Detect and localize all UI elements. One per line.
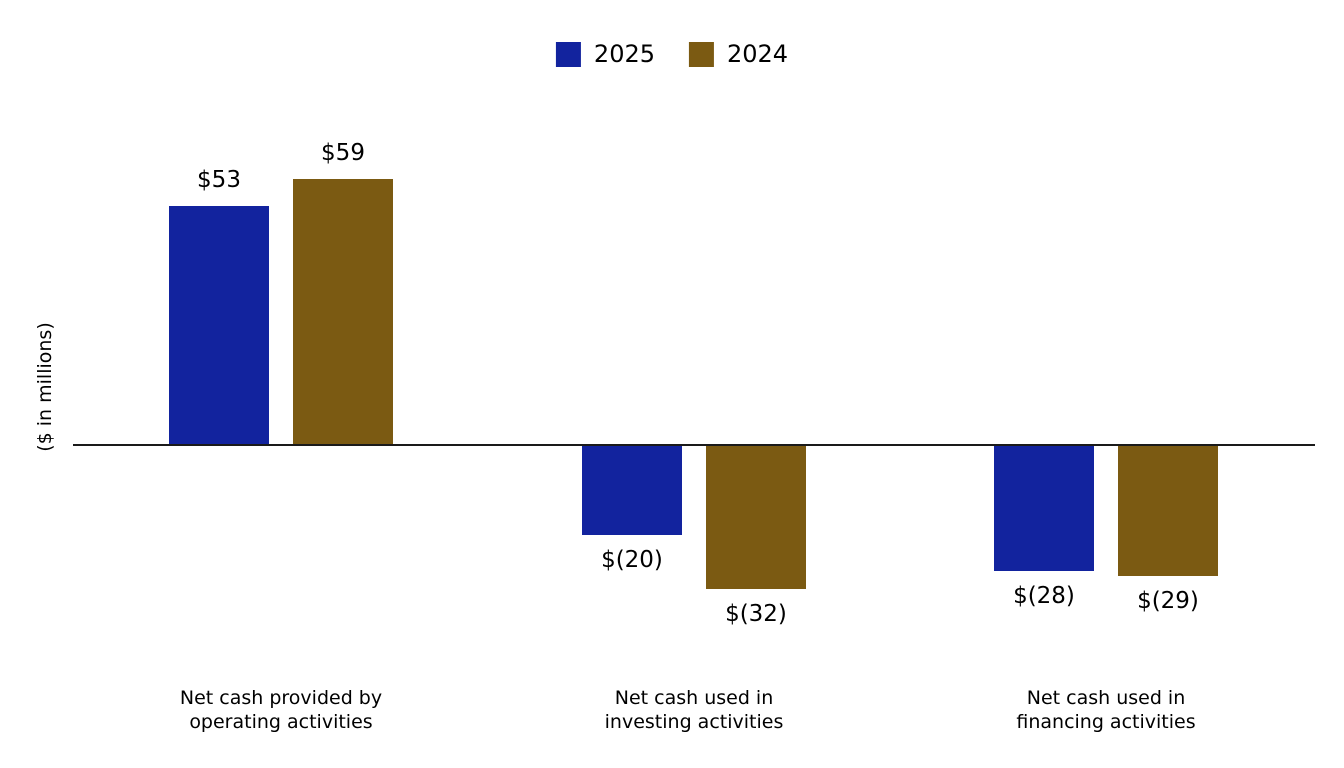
bar-2024-financing (1118, 445, 1218, 576)
bar-2025-financing (994, 445, 1094, 571)
y-axis-label: ($ in millions) (34, 322, 56, 452)
legend-item-2024: 2024 (689, 42, 788, 67)
category-label-financing: Net cash used in financing activities (1016, 687, 1196, 733)
legend-swatch-2025 (555, 42, 581, 67)
bar-2024-operating (293, 179, 393, 445)
value-label-2025-operating: $53 (197, 167, 241, 193)
legend-label-2024: 2024 (727, 40, 789, 68)
category-label-operating: Net cash provided by operating activitie… (179, 687, 383, 733)
zero-axis-line (73, 444, 1315, 446)
legend: 2025 2024 (555, 40, 788, 68)
legend-label-2025: 2025 (593, 40, 655, 68)
value-label-2024-investing: $(32) (725, 601, 787, 627)
bar-2025-investing (582, 445, 682, 535)
value-label-2024-operating: $59 (321, 140, 365, 166)
value-label-2024-financing: $(29) (1137, 588, 1199, 614)
bar-2024-investing (706, 445, 806, 589)
value-label-2025-financing: $(28) (1013, 583, 1075, 609)
category-label-investing: Net cash used in investing activities (604, 687, 784, 733)
legend-swatch-2024 (689, 42, 714, 67)
value-label-2025-investing: $(20) (601, 547, 663, 573)
bar-2025-operating (169, 206, 269, 445)
legend-item-2025: 2025 (555, 40, 655, 68)
